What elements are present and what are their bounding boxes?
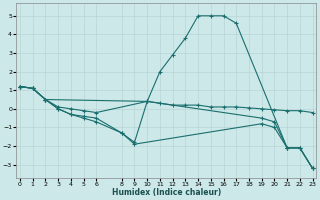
X-axis label: Humidex (Indice chaleur): Humidex (Indice chaleur) [112, 188, 221, 197]
